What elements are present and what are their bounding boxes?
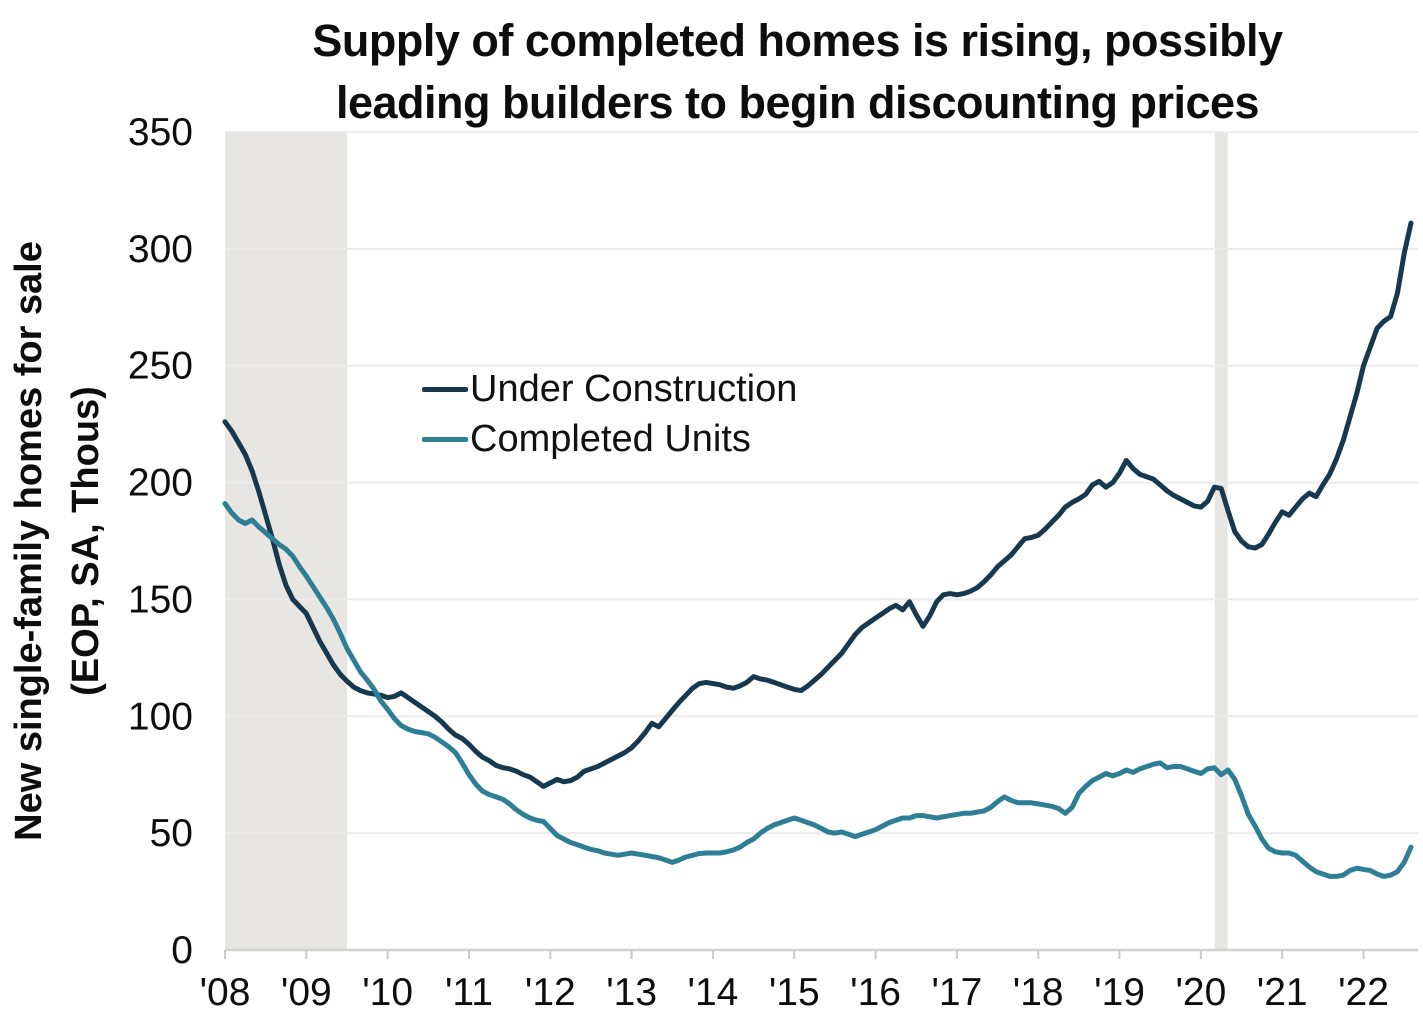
y-tick-label: 300 <box>128 228 193 271</box>
y-tick-label: 50 <box>150 812 193 855</box>
x-tick-label: '15 <box>769 971 820 1014</box>
x-tick-label: '14 <box>688 971 739 1014</box>
x-tick-label: '19 <box>1094 971 1145 1014</box>
y-tick-label: 150 <box>128 578 193 621</box>
x-tick-label: '21 <box>1257 971 1308 1014</box>
x-tick-label: '17 <box>931 971 982 1014</box>
legend-item-completed-units: Completed Units <box>422 416 797 462</box>
x-tick-label: '12 <box>525 971 576 1014</box>
y-tick-label: 200 <box>128 462 193 505</box>
x-tick-label: '16 <box>850 971 901 1014</box>
recession-band <box>1214 132 1228 950</box>
y-tick-label: 350 <box>128 111 193 154</box>
y-tick-label: 0 <box>171 929 193 972</box>
x-tick-label: '18 <box>1013 971 1064 1014</box>
chart-title-line1: Supply of completed homes is rising, pos… <box>312 15 1283 66</box>
x-tick-label: '22 <box>1338 971 1389 1014</box>
x-tick-label: '11 <box>445 971 493 1014</box>
x-tick-label: '09 <box>281 971 332 1014</box>
recession-band <box>225 132 347 950</box>
series-line-completed-units <box>222 501 1414 879</box>
y-tick-label: 100 <box>128 695 193 738</box>
legend-line-swatch-under-construction <box>422 386 468 392</box>
y-tick-label: 250 <box>128 345 193 388</box>
legend-label-under-construction: Under Construction <box>470 368 798 410</box>
series-line-under-construction <box>222 220 1414 789</box>
legend-line-swatch-completed-units <box>422 436 468 442</box>
legend: Under Construction Completed Units <box>422 366 797 462</box>
chart-title: Supply of completed homes is rising, pos… <box>171 10 1423 134</box>
legend-item-under-construction: Under Construction <box>422 366 797 412</box>
legend-label-completed-units: Completed Units <box>470 418 751 460</box>
x-tick-label: '10 <box>362 971 413 1014</box>
x-tick-label: '13 <box>606 971 657 1014</box>
chart-title-line2: leading builders to begin discounting pr… <box>335 77 1260 129</box>
x-tick-label: '20 <box>1175 971 1226 1014</box>
x-tick-label: '08 <box>200 971 251 1014</box>
